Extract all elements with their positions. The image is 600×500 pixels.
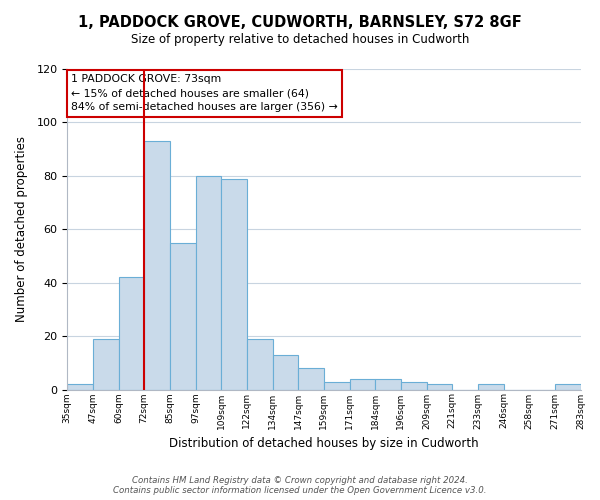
Bar — [298, 368, 324, 390]
Text: 1, PADDOCK GROVE, CUDWORTH, BARNSLEY, S72 8GF: 1, PADDOCK GROVE, CUDWORTH, BARNSLEY, S7… — [78, 15, 522, 30]
Bar — [324, 382, 350, 390]
Text: Contains HM Land Registry data © Crown copyright and database right 2024.
Contai: Contains HM Land Registry data © Crown c… — [113, 476, 487, 495]
Text: 1 PADDOCK GROVE: 73sqm
← 15% of detached houses are smaller (64)
84% of semi-det: 1 PADDOCK GROVE: 73sqm ← 15% of detached… — [71, 74, 338, 112]
Bar — [247, 339, 272, 390]
Bar — [221, 178, 247, 390]
X-axis label: Distribution of detached houses by size in Cudworth: Distribution of detached houses by size … — [169, 437, 479, 450]
Bar — [170, 242, 196, 390]
Bar — [427, 384, 452, 390]
Bar — [93, 339, 119, 390]
Bar — [478, 384, 503, 390]
Bar — [67, 384, 93, 390]
Bar — [119, 278, 144, 390]
Y-axis label: Number of detached properties: Number of detached properties — [15, 136, 28, 322]
Bar — [196, 176, 221, 390]
Bar — [401, 382, 427, 390]
Bar — [144, 141, 170, 390]
Bar — [375, 379, 401, 390]
Bar — [350, 379, 375, 390]
Bar — [272, 355, 298, 390]
Text: Size of property relative to detached houses in Cudworth: Size of property relative to detached ho… — [131, 32, 469, 46]
Bar — [555, 384, 581, 390]
